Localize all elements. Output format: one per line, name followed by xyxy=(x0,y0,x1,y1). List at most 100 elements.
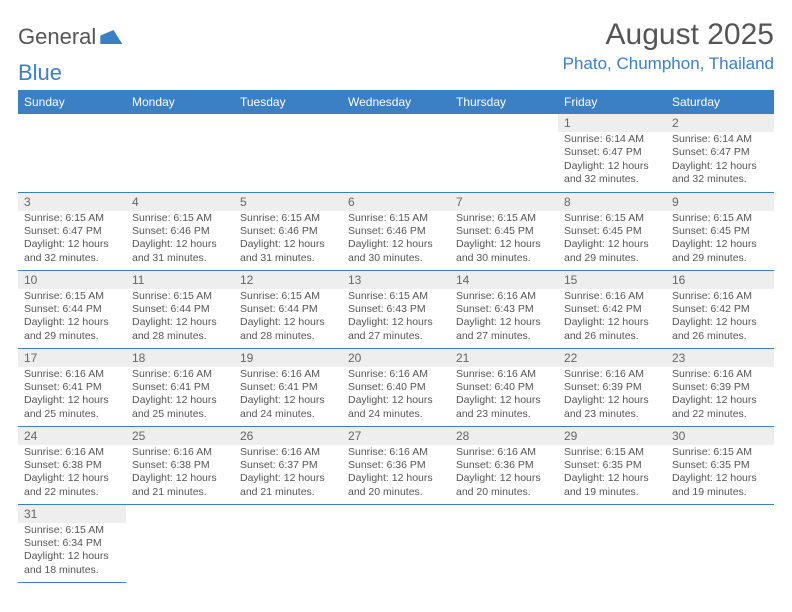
sunset-text: Sunset: 6:41 PM xyxy=(132,381,228,394)
sunset-text: Sunset: 6:36 PM xyxy=(348,459,444,472)
calendar-cell: 16Sunrise: 6:16 AMSunset: 6:42 PMDayligh… xyxy=(666,270,774,348)
sunrise-text: Sunrise: 6:16 AM xyxy=(132,368,228,381)
sunset-text: Sunset: 6:47 PM xyxy=(672,146,768,159)
sunset-text: Sunset: 6:47 PM xyxy=(24,225,120,238)
sunrise-text: Sunrise: 6:16 AM xyxy=(240,368,336,381)
day-number: 16 xyxy=(666,271,774,289)
calendar-cell xyxy=(234,114,342,192)
sunrise-text: Sunrise: 6:16 AM xyxy=(456,446,552,459)
calendar-cell xyxy=(126,114,234,192)
daylight-line1: Daylight: 12 hours xyxy=(456,472,552,485)
calendar-cell xyxy=(342,114,450,192)
day-details: Sunrise: 6:16 AMSunset: 6:41 PMDaylight:… xyxy=(18,367,126,425)
day-number: 26 xyxy=(234,427,342,445)
day-details: Sunrise: 6:15 AMSunset: 6:45 PMDaylight:… xyxy=(558,211,666,269)
sunrise-text: Sunrise: 6:16 AM xyxy=(348,446,444,459)
calendar-cell: 4Sunrise: 6:15 AMSunset: 6:46 PMDaylight… xyxy=(126,192,234,270)
daylight-line2: and 21 minutes. xyxy=(240,486,336,499)
day-number: 7 xyxy=(450,193,558,211)
calendar-cell xyxy=(450,114,558,192)
daylight-line2: and 29 minutes. xyxy=(564,252,660,265)
daylight-line1: Daylight: 12 hours xyxy=(564,160,660,173)
calendar-cell: 5Sunrise: 6:15 AMSunset: 6:46 PMDaylight… xyxy=(234,192,342,270)
calendar-cell: 14Sunrise: 6:16 AMSunset: 6:43 PMDayligh… xyxy=(450,270,558,348)
daylight-line2: and 22 minutes. xyxy=(672,408,768,421)
daylight-line2: and 19 minutes. xyxy=(564,486,660,499)
day-number-empty xyxy=(126,114,234,132)
col-friday: Friday xyxy=(558,90,666,114)
day-number: 31 xyxy=(18,505,126,523)
daylight-line2: and 23 minutes. xyxy=(456,408,552,421)
sunset-text: Sunset: 6:39 PM xyxy=(564,381,660,394)
day-details: Sunrise: 6:15 AMSunset: 6:35 PMDaylight:… xyxy=(558,445,666,503)
calendar-cell: 30Sunrise: 6:15 AMSunset: 6:35 PMDayligh… xyxy=(666,426,774,504)
daylight-line1: Daylight: 12 hours xyxy=(564,238,660,251)
day-number-empty xyxy=(342,505,450,523)
sunset-text: Sunset: 6:44 PM xyxy=(24,303,120,316)
calendar-cell: 7Sunrise: 6:15 AMSunset: 6:45 PMDaylight… xyxy=(450,192,558,270)
daylight-line1: Daylight: 12 hours xyxy=(132,316,228,329)
day-number-empty xyxy=(450,114,558,132)
sunrise-text: Sunrise: 6:16 AM xyxy=(672,290,768,303)
calendar-cell: 6Sunrise: 6:15 AMSunset: 6:46 PMDaylight… xyxy=(342,192,450,270)
calendar-cell: 21Sunrise: 6:16 AMSunset: 6:40 PMDayligh… xyxy=(450,348,558,426)
daylight-line1: Daylight: 12 hours xyxy=(240,472,336,485)
calendar-cell: 22Sunrise: 6:16 AMSunset: 6:39 PMDayligh… xyxy=(558,348,666,426)
sunrise-text: Sunrise: 6:15 AM xyxy=(24,212,120,225)
sunset-text: Sunset: 6:45 PM xyxy=(456,225,552,238)
day-number-empty xyxy=(126,505,234,523)
calendar-cell xyxy=(234,504,342,582)
day-details: Sunrise: 6:15 AMSunset: 6:44 PMDaylight:… xyxy=(18,289,126,347)
daylight-line2: and 26 minutes. xyxy=(672,330,768,343)
day-number-empty xyxy=(18,114,126,132)
sunrise-text: Sunrise: 6:16 AM xyxy=(348,368,444,381)
day-details: Sunrise: 6:15 AMSunset: 6:35 PMDaylight:… xyxy=(666,445,774,503)
day-details: Sunrise: 6:15 AMSunset: 6:46 PMDaylight:… xyxy=(342,211,450,269)
calendar-cell: 20Sunrise: 6:16 AMSunset: 6:40 PMDayligh… xyxy=(342,348,450,426)
day-number: 18 xyxy=(126,349,234,367)
day-number-empty xyxy=(234,505,342,523)
calendar-cell: 13Sunrise: 6:15 AMSunset: 6:43 PMDayligh… xyxy=(342,270,450,348)
day-details: Sunrise: 6:16 AMSunset: 6:38 PMDaylight:… xyxy=(126,445,234,503)
calendar-cell xyxy=(666,504,774,582)
daylight-line2: and 31 minutes. xyxy=(132,252,228,265)
sunrise-text: Sunrise: 6:16 AM xyxy=(456,368,552,381)
daylight-line2: and 28 minutes. xyxy=(132,330,228,343)
sunset-text: Sunset: 6:36 PM xyxy=(456,459,552,472)
daylight-line2: and 26 minutes. xyxy=(564,330,660,343)
day-details: Sunrise: 6:16 AMSunset: 6:40 PMDaylight:… xyxy=(342,367,450,425)
sunset-text: Sunset: 6:35 PM xyxy=(564,459,660,472)
daylight-line1: Daylight: 12 hours xyxy=(348,316,444,329)
daylight-line1: Daylight: 12 hours xyxy=(456,238,552,251)
col-wednesday: Wednesday xyxy=(342,90,450,114)
daylight-line2: and 32 minutes. xyxy=(564,173,660,186)
daylight-line2: and 32 minutes. xyxy=(24,252,120,265)
daylight-line1: Daylight: 12 hours xyxy=(672,238,768,251)
calendar-cell: 3Sunrise: 6:15 AMSunset: 6:47 PMDaylight… xyxy=(18,192,126,270)
daylight-line1: Daylight: 12 hours xyxy=(24,316,120,329)
day-details: Sunrise: 6:16 AMSunset: 6:36 PMDaylight:… xyxy=(450,445,558,503)
sunset-text: Sunset: 6:43 PM xyxy=(456,303,552,316)
sunset-text: Sunset: 6:41 PM xyxy=(240,381,336,394)
day-number: 3 xyxy=(18,193,126,211)
daylight-line1: Daylight: 12 hours xyxy=(132,238,228,251)
sunset-text: Sunset: 6:34 PM xyxy=(24,537,120,550)
sunrise-text: Sunrise: 6:15 AM xyxy=(24,290,120,303)
sunrise-text: Sunrise: 6:15 AM xyxy=(672,446,768,459)
sunset-text: Sunset: 6:46 PM xyxy=(132,225,228,238)
calendar-cell: 26Sunrise: 6:16 AMSunset: 6:37 PMDayligh… xyxy=(234,426,342,504)
daylight-line2: and 29 minutes. xyxy=(672,252,768,265)
day-number: 27 xyxy=(342,427,450,445)
day-number: 20 xyxy=(342,349,450,367)
sunrise-text: Sunrise: 6:15 AM xyxy=(348,290,444,303)
daylight-line2: and 27 minutes. xyxy=(348,330,444,343)
daylight-line2: and 19 minutes. xyxy=(672,486,768,499)
calendar-row: 17Sunrise: 6:16 AMSunset: 6:41 PMDayligh… xyxy=(18,348,774,426)
day-number: 1 xyxy=(558,114,666,132)
daylight-line2: and 25 minutes. xyxy=(132,408,228,421)
daylight-line1: Daylight: 12 hours xyxy=(348,472,444,485)
sunset-text: Sunset: 6:42 PM xyxy=(672,303,768,316)
calendar-cell: 11Sunrise: 6:15 AMSunset: 6:44 PMDayligh… xyxy=(126,270,234,348)
day-number-empty xyxy=(342,114,450,132)
sunset-text: Sunset: 6:46 PM xyxy=(348,225,444,238)
